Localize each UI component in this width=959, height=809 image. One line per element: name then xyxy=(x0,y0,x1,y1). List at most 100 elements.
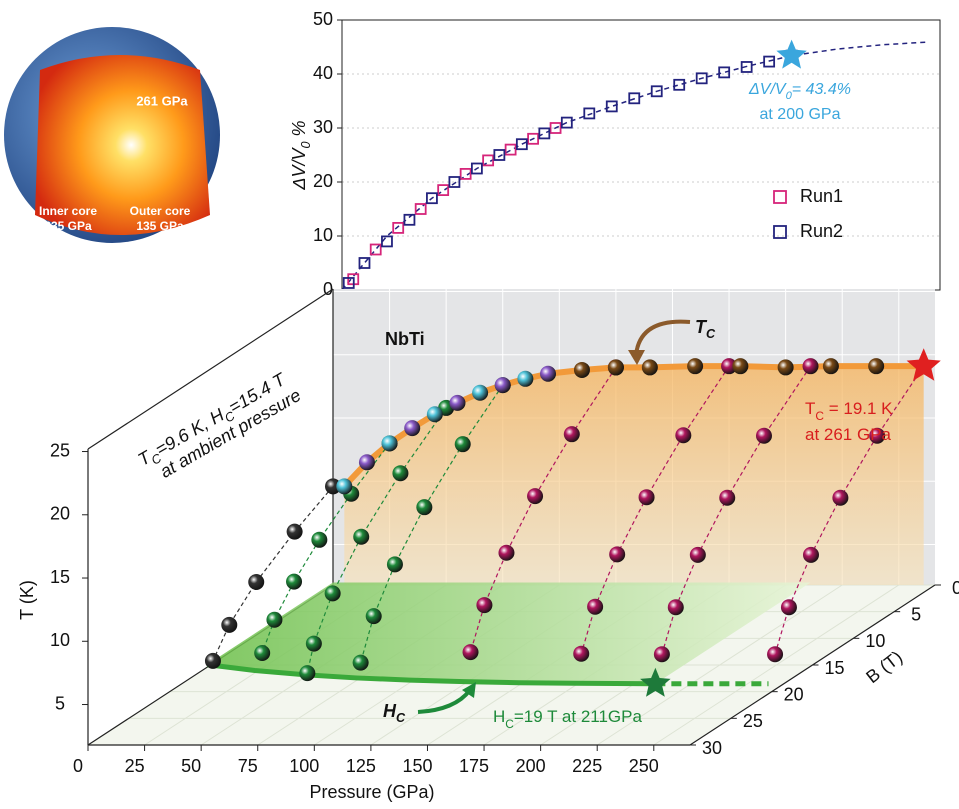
tc-ball xyxy=(336,478,353,495)
x-tick-label: 125 xyxy=(346,756,376,776)
data-ball xyxy=(780,599,797,616)
data-ball xyxy=(609,546,626,563)
z-tick-label: 20 xyxy=(784,684,804,704)
y-axis-title: ΔV/V0 % xyxy=(289,120,314,190)
data-point xyxy=(695,72,708,85)
hc-label: HC xyxy=(383,701,406,726)
z-tick-label: 25 xyxy=(743,711,763,731)
data-point xyxy=(426,192,438,205)
hc-label-part: C xyxy=(396,711,406,725)
data-point xyxy=(504,143,517,156)
data-point xyxy=(381,235,393,248)
tc-annotation-part: C xyxy=(815,409,824,423)
tc-annotation-part: = 19.1 K xyxy=(824,399,893,418)
x-tick-label: 75 xyxy=(238,756,258,776)
inset-label: 135 GPa xyxy=(136,219,184,233)
data-ball xyxy=(204,652,221,669)
data-point xyxy=(763,55,776,68)
z-tick-label: 30 xyxy=(702,738,722,758)
data-ball xyxy=(305,635,322,652)
data-point xyxy=(515,138,528,151)
z-tick-label: 0 xyxy=(952,578,959,598)
legend-label: Run1 xyxy=(800,186,843,206)
annotation-part: 0 xyxy=(786,90,793,102)
tc-ball xyxy=(777,359,794,376)
z-tick-label: 5 xyxy=(911,604,921,624)
data-ball xyxy=(869,427,886,444)
data-ball xyxy=(392,465,409,482)
data-ball xyxy=(386,556,403,573)
tc-annotation: at 261 GPa xyxy=(805,425,892,444)
data-ball xyxy=(266,611,283,628)
data-ball xyxy=(454,436,471,453)
annotation-part: ΔV/V xyxy=(748,81,787,98)
x-tick-label: 0 xyxy=(73,756,83,776)
star-marker xyxy=(640,667,671,697)
inset-label: 261 GPa xyxy=(136,93,188,108)
hc-annotation-part: =19 T at 211GPa xyxy=(514,707,643,726)
data-ball xyxy=(802,358,819,375)
earth-inset: 261 GPa Inner core 335 GPa Outer core 13… xyxy=(4,27,220,243)
data-ball xyxy=(248,574,265,591)
y-tick-label: 25 xyxy=(50,440,70,460)
x-tick-label: 250 xyxy=(629,756,659,776)
data-ball xyxy=(667,599,684,616)
tc-label-part: T xyxy=(695,317,708,337)
y-tick-label: 10 xyxy=(313,225,333,245)
y-axis-title-part: 0 xyxy=(299,141,313,148)
y-tick-label: 15 xyxy=(50,567,70,587)
y-axis-title: T (K) xyxy=(17,580,37,620)
data-ball xyxy=(832,489,849,506)
data-ball xyxy=(689,546,706,563)
legend-swatch xyxy=(773,190,787,204)
y-tick-label: 10 xyxy=(50,630,70,650)
star-marker xyxy=(906,348,941,381)
tc-ball xyxy=(868,358,885,375)
data-ball xyxy=(324,585,341,602)
data-ball xyxy=(573,645,590,662)
data-point xyxy=(560,116,573,129)
data-point xyxy=(605,100,618,113)
data-point xyxy=(482,154,495,167)
data-point xyxy=(527,132,539,145)
inset-label: Inner core xyxy=(39,204,97,218)
hc-annotation: HC=19 T at 211GPa xyxy=(493,707,642,731)
x-tick-label: 25 xyxy=(125,756,145,776)
tc-ball xyxy=(641,359,658,376)
y-axis-title-part: % xyxy=(289,120,309,141)
tc-ball xyxy=(517,370,534,387)
z-tick-label: 15 xyxy=(824,658,844,678)
fit-line xyxy=(341,41,927,291)
y-tick-label: 0 xyxy=(323,279,333,299)
data-ball xyxy=(802,546,819,563)
data-point xyxy=(538,127,551,140)
data-point xyxy=(493,149,506,161)
x-tick-label: 225 xyxy=(572,756,602,776)
data-ball xyxy=(325,478,341,495)
z-tick-label: 10 xyxy=(865,631,885,651)
plot-area xyxy=(342,20,940,290)
tc-arrow-head xyxy=(628,350,645,365)
y-axis-title-part: ΔV/V xyxy=(289,146,309,190)
data-point xyxy=(392,221,405,234)
tc-ball xyxy=(822,358,839,375)
data-ball xyxy=(254,645,271,662)
tc-annotation-part: T xyxy=(805,399,815,418)
data-ball xyxy=(476,597,493,614)
data-ball xyxy=(755,427,772,444)
tc-ball xyxy=(449,394,466,411)
tc-annotation: TC = 19.1 K xyxy=(805,399,893,423)
series-line xyxy=(360,384,504,663)
hc-annotation-part: H xyxy=(493,707,505,726)
superconducting-region xyxy=(344,366,924,585)
y-tick-label: 40 xyxy=(313,63,333,83)
tc-ball xyxy=(404,420,421,437)
y-tick-label: 20 xyxy=(50,504,70,524)
earth-cutaway xyxy=(35,55,210,235)
tc-annotation-part: at 261 GPa xyxy=(805,425,892,444)
tc-ball xyxy=(687,358,704,375)
data-point xyxy=(448,176,461,188)
tc-ball xyxy=(607,359,624,376)
